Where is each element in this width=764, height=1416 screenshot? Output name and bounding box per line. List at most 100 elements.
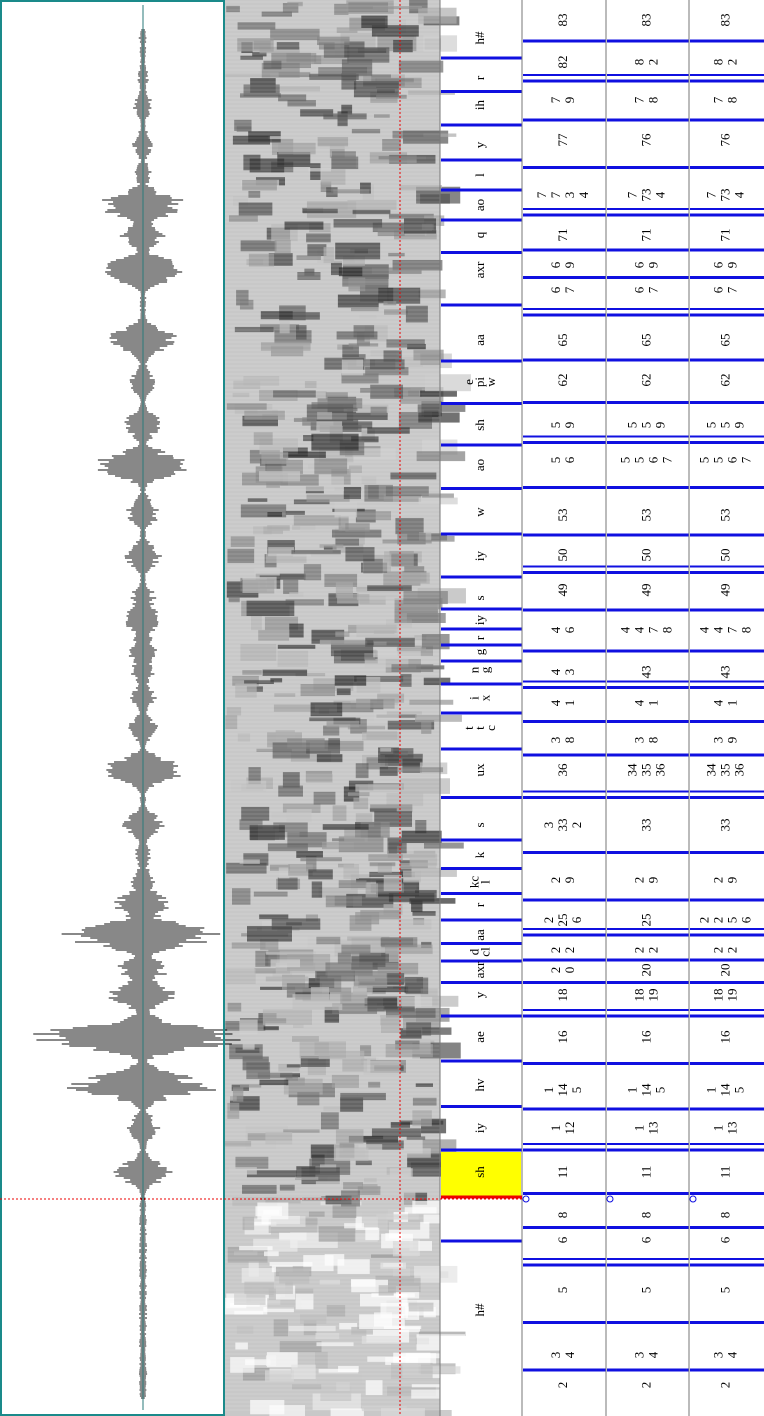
tier-label: 2 xyxy=(541,917,556,924)
tier-label: 53 xyxy=(638,509,653,522)
tier-label: 7 xyxy=(645,626,660,633)
tier-label: 3 xyxy=(548,1352,563,1359)
phone-label: cl xyxy=(477,947,492,957)
tier-label: 83 xyxy=(638,14,653,27)
spectrogram-cell xyxy=(356,1160,372,1165)
spectrogram-cell xyxy=(233,136,270,145)
tier-label: 53 xyxy=(555,509,570,522)
tier-label: 7 xyxy=(724,626,739,633)
spectrogram-cell xyxy=(243,376,279,386)
tier-label: 3 xyxy=(631,737,646,744)
tier-label: 6 xyxy=(710,261,725,268)
spectrogram-cell xyxy=(289,592,303,597)
phone-label: iy xyxy=(472,550,487,561)
spectrogram-cell xyxy=(266,1355,276,1366)
phone-label: sh xyxy=(472,419,487,431)
tier-label: 5 xyxy=(703,422,718,429)
spectrogram-cell xyxy=(414,1271,448,1278)
tier-label: 6 xyxy=(562,456,577,463)
tier-label: 65 xyxy=(638,334,653,347)
tier-label: 62 xyxy=(638,374,653,387)
spectrogram-cell xyxy=(354,325,375,337)
spectrogram xyxy=(225,0,471,1416)
tier-label: 4 xyxy=(645,1351,660,1358)
tier-label: 82 xyxy=(555,56,570,69)
tier-label: 2 xyxy=(631,947,646,954)
spectrogram-cell xyxy=(364,1060,401,1074)
tier-label: 2 xyxy=(569,822,584,829)
tier-label: 2 xyxy=(638,1382,653,1389)
spectrogram-cell xyxy=(296,1294,314,1310)
phone-label: y xyxy=(472,141,487,148)
phone-label: s xyxy=(472,595,487,600)
spectrogram-cell xyxy=(412,1201,451,1214)
tier-label: 49 xyxy=(555,584,570,597)
tier-label: 5 xyxy=(631,457,646,464)
phone-label: x xyxy=(477,694,492,701)
spectrogram-cell xyxy=(402,831,442,843)
tier-label: 8 xyxy=(724,97,739,104)
spectrogram-cell xyxy=(357,511,391,520)
spectrogram-cell xyxy=(370,359,405,369)
tier-label: 4 xyxy=(724,1351,739,1358)
tier-label: 6 xyxy=(724,456,739,463)
phone-label: aa xyxy=(472,334,487,346)
spectrogram-cell xyxy=(258,630,289,641)
phone-label: ao xyxy=(472,459,487,471)
tier-label: 8 xyxy=(638,1212,653,1219)
spectrogram-cell xyxy=(279,867,290,878)
tier-label: 8 xyxy=(717,1212,732,1219)
tier-label: 7 xyxy=(562,286,577,293)
tier-label: 2 xyxy=(548,877,563,884)
tier-label: 16 xyxy=(555,1030,570,1044)
phone-label: l xyxy=(472,173,487,177)
tier-label: 7 xyxy=(645,286,660,293)
tier-label: 9 xyxy=(724,737,739,744)
spectrogram-cell xyxy=(368,1082,380,1088)
spectrogram-cell xyxy=(323,824,369,830)
tier-label: 3 xyxy=(548,737,563,744)
tier-label: 4 xyxy=(696,626,711,633)
spectrogram-cell xyxy=(292,1036,319,1042)
tier-label: 2 xyxy=(710,947,725,954)
spectrogram-cell xyxy=(263,670,308,676)
tier-label: 43 xyxy=(717,666,732,679)
spectrogram-cell xyxy=(229,596,240,602)
spectrogram-cell xyxy=(391,1363,433,1379)
tier-label: 2 xyxy=(631,877,646,884)
tier-label: 49 xyxy=(638,584,653,597)
tier-label: 9 xyxy=(645,877,660,884)
phone-label: ih xyxy=(472,99,487,110)
tier-label: 3 xyxy=(541,822,556,829)
spectrogram-cell xyxy=(294,515,341,525)
tier-label: 14 xyxy=(638,1083,653,1097)
tier-label: 4 xyxy=(548,668,563,675)
phone-label: r xyxy=(472,635,487,640)
tier-label: 49 xyxy=(717,584,732,597)
tier-label: 8 xyxy=(562,737,577,744)
spectrogram-cell xyxy=(382,139,401,151)
spectrogram-cell xyxy=(291,1365,315,1379)
tier-label: 25 xyxy=(555,914,570,927)
tier-label: 73 xyxy=(717,189,732,202)
spectrogram-cell xyxy=(292,1384,321,1389)
tier-label: 5 xyxy=(724,917,739,924)
tier-label: 2 xyxy=(717,1382,732,1389)
tier-label: 83 xyxy=(555,14,570,27)
tier-label: 7 xyxy=(738,456,753,463)
tier-label: 7 xyxy=(631,96,646,103)
tier-label: 8 xyxy=(555,1212,570,1219)
tier-label: 5 xyxy=(717,1287,732,1294)
spectrogram-cell xyxy=(381,1408,425,1416)
spectrogram-cell xyxy=(389,841,407,853)
tier-label: 5 xyxy=(652,1087,667,1094)
tier-label: 83 xyxy=(717,14,732,27)
spectrogram-cell xyxy=(240,300,253,310)
spectrogram-cell xyxy=(336,1129,364,1144)
tier-label: 8 xyxy=(710,59,725,66)
spectrogram-cell xyxy=(376,1214,419,1219)
spectrogram-cell xyxy=(419,498,458,505)
spectrogram-cell xyxy=(399,61,443,73)
tier-label: 4 xyxy=(631,699,646,706)
spectrogram-cell xyxy=(297,272,320,280)
